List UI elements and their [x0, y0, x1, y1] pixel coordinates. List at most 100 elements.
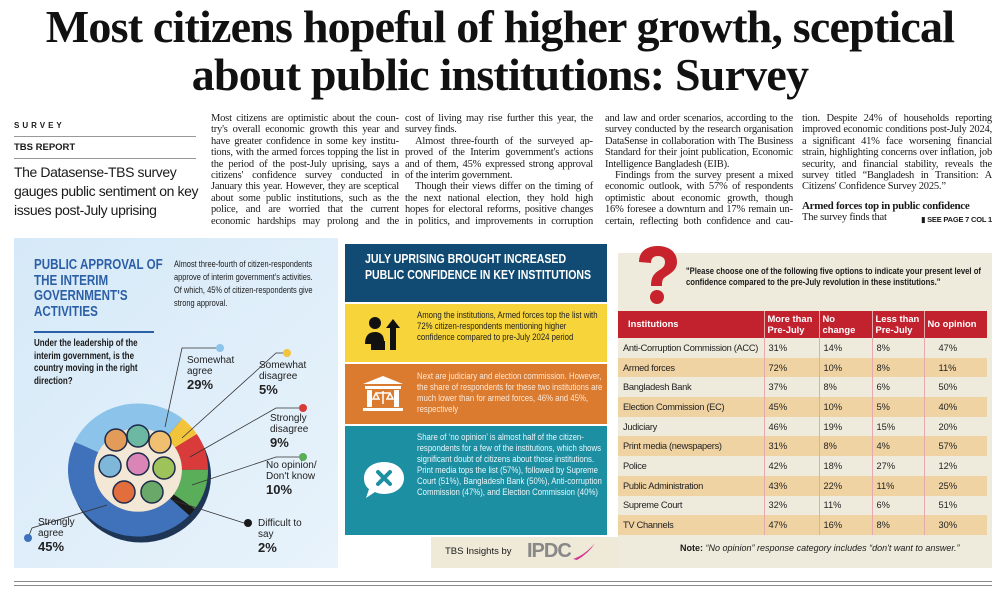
label-somewhat-disagree: Somewhat disagree 5%: [259, 360, 307, 397]
table-row: Print media (newspapers) 31% 8% 4% 57%: [618, 436, 987, 457]
table-row: Bangladesh Bank 37% 8% 6% 50%: [618, 377, 987, 398]
divider: [14, 158, 196, 159]
paragraph: Though their views differ on the timing …: [405, 181, 593, 227]
paragraph: The survey finds that: [802, 212, 887, 224]
institution-name: Election Commission (EC): [618, 397, 764, 417]
column-header: More than Pre-July: [763, 311, 819, 338]
cell-value: 43%: [763, 475, 819, 496]
cell-value: 8%: [818, 436, 872, 457]
cell-value: 8%: [871, 357, 924, 378]
cell-value: 50%: [923, 377, 987, 398]
cell-value: 19%: [818, 416, 872, 437]
byline: TBS REPORT: [14, 142, 76, 153]
column-header: No opinion: [923, 311, 987, 338]
legend-dot: [283, 349, 291, 357]
jump-text: SEE PAGE 7 COL 1: [927, 215, 992, 225]
divider: [14, 585, 992, 586]
speech-bubble-x-icon: [364, 462, 404, 498]
divider: [14, 581, 992, 582]
note-text: “No opinion” response category includes …: [705, 543, 960, 553]
legend-dot: [24, 534, 32, 542]
label-somewhat-agree: Somewhat agree 29%: [187, 355, 235, 392]
institution-name: Armed forces: [618, 357, 764, 378]
cell-value: 8%: [871, 338, 924, 358]
cell-value: 40%: [923, 397, 987, 417]
label-difficult: Difficult to say 2%: [258, 518, 302, 555]
credit-bar: TBS Insights by IPDC: [431, 537, 618, 568]
citizen-figure: [112, 480, 136, 504]
institution-name: TV Channels: [618, 515, 764, 535]
donut-slice-no-opinion-don-t-know: [173, 469, 209, 509]
cell-value: 8%: [871, 515, 924, 535]
cell-value: 31%: [763, 338, 819, 358]
paragraph: Almost three-fourth of the surveyed ap­p…: [405, 135, 593, 182]
credit-text: TBS Insights by: [445, 546, 512, 557]
column-header: Less than Pre-July: [871, 311, 924, 338]
cell-value: 42%: [763, 456, 819, 476]
approval-question: Under the leadership of the interim gove…: [34, 338, 138, 387]
sponsor-logo: IPDC: [527, 540, 572, 562]
divider: [34, 331, 154, 333]
subhead: Armed forces top in public confidence: [802, 199, 970, 212]
body-column-2: cost of living may rise further this yea…: [405, 113, 593, 227]
insight-text: Among the institutions, Armed forces top…: [417, 310, 598, 343]
cell-value: 10%: [818, 397, 872, 417]
label-strongly-agree: Strongly agree 45%: [38, 517, 75, 554]
cell-value: 31%: [763, 436, 819, 457]
jump-link[interactable]: ▮ SEE PAGE 7 COL 1: [921, 215, 992, 225]
cell-value: 11%: [871, 475, 924, 496]
donut-slice-strongly-agree: [68, 441, 190, 537]
headline-line-1: Most citizens hopeful of higher growth, …: [45, 1, 955, 52]
table-question: "Please choose one of the following five…: [686, 265, 981, 287]
approval-panel: PUBLIC APPROVAL OF THE INTERIM GOVERNMEN…: [14, 238, 338, 568]
cell-value: 4%: [871, 436, 924, 457]
cell-value: 20%: [923, 416, 987, 437]
paragraph: Most citizens are optimistic about the c…: [211, 113, 399, 227]
legend-dot: [299, 453, 307, 461]
cell-value: 18%: [818, 456, 872, 476]
leader-line: [189, 407, 303, 458]
cell-value: 37%: [763, 377, 819, 398]
legend-dot: [244, 519, 252, 527]
approval-intro: Almost three-fourth of citizen-responden…: [174, 259, 313, 308]
divider: [14, 136, 196, 137]
citizen-figure: [104, 428, 128, 452]
table-row: Anti-Corruption Commission (ACC) 31% 14% 8%…: [618, 338, 987, 358]
column-header: Institutions: [618, 311, 764, 338]
institution-name: Public Administration: [618, 475, 764, 496]
table-row: Judiciary 46% 19% 15% 20%: [618, 416, 987, 437]
question-mark-icon: [639, 246, 677, 304]
table-row: Armed forces 72% 10% 8% 11%: [618, 357, 987, 378]
donut-slice-difficult-to-say: [170, 494, 195, 516]
donut-chart: [24, 344, 307, 543]
body-column-3: and law and order scenarios, according t…: [605, 113, 793, 227]
cell-value: 6%: [871, 495, 924, 516]
body-column-4: tion. Despite 24% of households reportin…: [802, 113, 992, 226]
cell-value: 45%: [763, 397, 819, 417]
table-row: TV Channels 47% 16% 8% 30%: [618, 515, 987, 535]
cell-value: 12%: [923, 456, 987, 476]
institution-name: Police: [623, 460, 647, 471]
person-growth-icon: [365, 317, 400, 350]
insight-text: Next are judiciary and election commissi…: [417, 371, 603, 415]
section-kicker: SURVEY: [14, 121, 65, 130]
note-label: Note:: [680, 543, 703, 553]
body-column-1: Most citizens are optimistic about the c…: [211, 113, 399, 227]
cell-value: 57%: [923, 436, 987, 457]
table-row: Public Administration 43% 22% 11% 25%: [618, 475, 987, 496]
insight-box-no-opinion: Share of ‘no opinion’ is almost half of …: [345, 426, 607, 535]
paragraph: Findings from the survey present a mixed…: [605, 170, 793, 227]
cell-value: 11%: [923, 357, 987, 378]
cell-value: 47%: [923, 338, 987, 358]
approval-title: PUBLIC APPROVAL OF THE INTERIM GOVERNMEN…: [34, 257, 163, 320]
citizen-figure: [152, 456, 176, 480]
institution-name: Anti-Corruption Commission (ACC): [623, 342, 759, 353]
citizen-figure: [98, 454, 122, 478]
institutions-title: JULY UPRISING BROUGHT INCREASED PUBLIC C…: [345, 244, 607, 302]
insight-text: Share of ‘no opinion’ is almost half of …: [417, 432, 602, 498]
table-row: Election Commission (EC) 45% 10% 5% 40%: [618, 397, 987, 417]
leader-line: [164, 347, 220, 428]
cell-value: 47%: [763, 515, 819, 535]
column-header: No change: [818, 311, 872, 338]
paragraph: tion. Despite 24% of households reportin…: [802, 113, 992, 193]
